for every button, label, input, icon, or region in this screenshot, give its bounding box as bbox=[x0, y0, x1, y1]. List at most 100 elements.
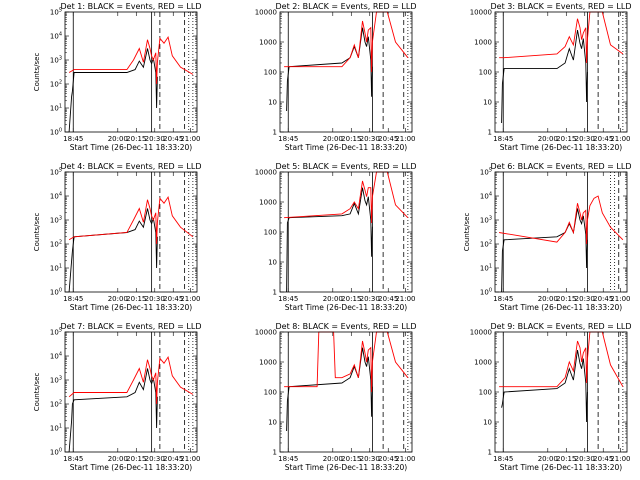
series-line-lld bbox=[284, 11, 409, 73]
series-line-lld bbox=[284, 331, 409, 393]
panel-det-8: Det 8: BLACK = Events, RED = LLD Start Ti… bbox=[255, 322, 417, 472]
x-tick-label: 20:15 bbox=[556, 135, 576, 143]
x-tick-label: 21:00 bbox=[395, 135, 415, 143]
y-tick-exponent: 4 bbox=[59, 192, 62, 198]
y-tick-exponent: 5 bbox=[489, 168, 492, 174]
panel-title: Det 8: BLACK = Events, RED = LLD bbox=[276, 322, 417, 331]
y-tick-label: 10 bbox=[268, 419, 277, 427]
panel-title: Det 1: BLACK = Events, RED = LLD bbox=[61, 2, 202, 11]
panel-det-4: Det 4: BLACK = Events, RED = LLD Counts/s… bbox=[33, 162, 201, 312]
series-line-events bbox=[68, 48, 158, 133]
y-tick-label: 10 bbox=[483, 99, 492, 107]
y-tick-label: 100 bbox=[264, 229, 277, 237]
y-tick-label: 101 bbox=[50, 104, 62, 113]
y-tick-label: 10000 bbox=[470, 329, 492, 337]
y-tick-label: 104 bbox=[50, 32, 62, 41]
panel-title: Det 2: BLACK = Events, RED = LLD bbox=[276, 2, 417, 11]
y-tick-label: 100 bbox=[264, 389, 277, 397]
y-tick-exponent: 0 bbox=[59, 288, 62, 294]
y-tick-label: 101 bbox=[50, 264, 62, 273]
x-tick-label: 20:30 bbox=[575, 295, 595, 303]
y-tick-label: 10 bbox=[268, 259, 277, 267]
series-line-lld bbox=[68, 355, 194, 405]
y-tick-exponent: 1 bbox=[59, 424, 62, 430]
x-tick-label: 20:00 bbox=[538, 295, 558, 303]
x-tick-label: 20:45 bbox=[163, 135, 183, 143]
x-tick-label: 18:45 bbox=[493, 295, 513, 303]
x-tick-label: 20:30 bbox=[575, 135, 595, 143]
x-tick-label: 20:30 bbox=[360, 455, 380, 463]
y-tick-label: 105 bbox=[50, 8, 62, 17]
x-axis-label: Start Time (26-Dec-11 18:33:20) bbox=[500, 463, 622, 472]
x-tick-label: 21:00 bbox=[395, 455, 415, 463]
y-tick-label: 1 bbox=[273, 129, 277, 137]
y-axis-label: Counts/sec bbox=[33, 213, 41, 252]
x-tick-label: 18:45 bbox=[63, 135, 83, 143]
plot-frame bbox=[279, 171, 413, 293]
x-axis-label: Start Time (26-Dec-11 18:33:20) bbox=[70, 143, 192, 152]
y-tick-label: 100 bbox=[480, 288, 492, 297]
y-tick-exponent: 1 bbox=[59, 104, 62, 110]
x-tick-label: 20:15 bbox=[341, 295, 361, 303]
y-tick-exponent: 3 bbox=[59, 216, 62, 222]
panel-title: Det 4: BLACK = Events, RED = LLD bbox=[61, 162, 202, 171]
series-line-lld bbox=[499, 331, 624, 388]
x-tick-label: 20:45 bbox=[378, 455, 398, 463]
y-tick-exponent: 4 bbox=[59, 352, 62, 358]
x-tick-label: 18:45 bbox=[493, 455, 513, 463]
y-tick-exponent: 3 bbox=[59, 376, 62, 382]
y-tick-label: 10000 bbox=[255, 169, 277, 177]
y-tick-label: 100 bbox=[264, 69, 277, 77]
x-tick-label: 20:15 bbox=[556, 295, 576, 303]
x-tick-label: 20:15 bbox=[126, 135, 146, 143]
y-tick-exponent: 5 bbox=[59, 8, 62, 14]
x-tick-label: 20:30 bbox=[360, 135, 380, 143]
y-tick-label: 105 bbox=[50, 168, 62, 177]
series-line-lld bbox=[499, 11, 624, 64]
y-tick-label: 101 bbox=[480, 264, 492, 273]
y-tick-exponent: 5 bbox=[59, 168, 62, 174]
panel-det-7: Det 7: BLACK = Events, RED = LLD Counts/s… bbox=[33, 322, 201, 472]
x-tick-label: 20:15 bbox=[126, 295, 146, 303]
y-tick-label: 1 bbox=[488, 449, 492, 457]
y-tick-label: 100 bbox=[479, 69, 492, 77]
plot-frame bbox=[64, 331, 198, 453]
series-line-lld bbox=[68, 35, 194, 85]
y-axis-label: Counts/sec bbox=[33, 53, 41, 92]
y-tick-label: 105 bbox=[50, 328, 62, 337]
x-tick-label: 18:45 bbox=[63, 295, 83, 303]
plot-frame bbox=[64, 11, 198, 133]
plot-frame bbox=[494, 171, 628, 293]
y-tick-label: 104 bbox=[50, 352, 62, 361]
y-tick-label: 103 bbox=[480, 216, 492, 225]
y-tick-label: 101 bbox=[50, 424, 62, 433]
panel-det-1: Det 1: BLACK = Events, RED = LLD Counts/s… bbox=[33, 2, 201, 152]
y-tick-exponent: 3 bbox=[489, 216, 492, 222]
y-tick-label: 1 bbox=[273, 289, 277, 297]
y-tick-exponent: 4 bbox=[489, 192, 492, 198]
x-tick-label: 20:45 bbox=[593, 135, 613, 143]
series-line-lld bbox=[284, 171, 409, 224]
series-line-events bbox=[68, 208, 158, 293]
x-tick-label: 21:00 bbox=[180, 135, 200, 143]
x-tick-label: 18:45 bbox=[278, 455, 298, 463]
x-tick-label: 20:00 bbox=[538, 135, 558, 143]
x-axis-label: Start Time (26-Dec-11 18:33:20) bbox=[285, 143, 407, 152]
y-tick-exponent: 4 bbox=[59, 32, 62, 38]
x-tick-label: 20:00 bbox=[108, 135, 128, 143]
panel-det-5: Det 5: BLACK = Events, RED = LLD Start Ti… bbox=[255, 162, 417, 312]
y-tick-exponent: 3 bbox=[59, 56, 62, 62]
y-tick-label: 10000 bbox=[470, 9, 492, 17]
x-tick-label: 18:45 bbox=[493, 135, 513, 143]
x-tick-label: 20:45 bbox=[378, 135, 398, 143]
x-tick-label: 18:45 bbox=[278, 295, 298, 303]
y-tick-label: 103 bbox=[50, 376, 62, 385]
x-tick-label: 20:45 bbox=[593, 295, 613, 303]
x-tick-label: 20:00 bbox=[323, 295, 343, 303]
y-tick-exponent: 0 bbox=[59, 448, 62, 454]
y-tick-label: 104 bbox=[50, 192, 62, 201]
y-tick-label: 1000 bbox=[474, 359, 492, 367]
y-tick-label: 104 bbox=[480, 192, 492, 201]
x-tick-label: 20:45 bbox=[593, 455, 613, 463]
